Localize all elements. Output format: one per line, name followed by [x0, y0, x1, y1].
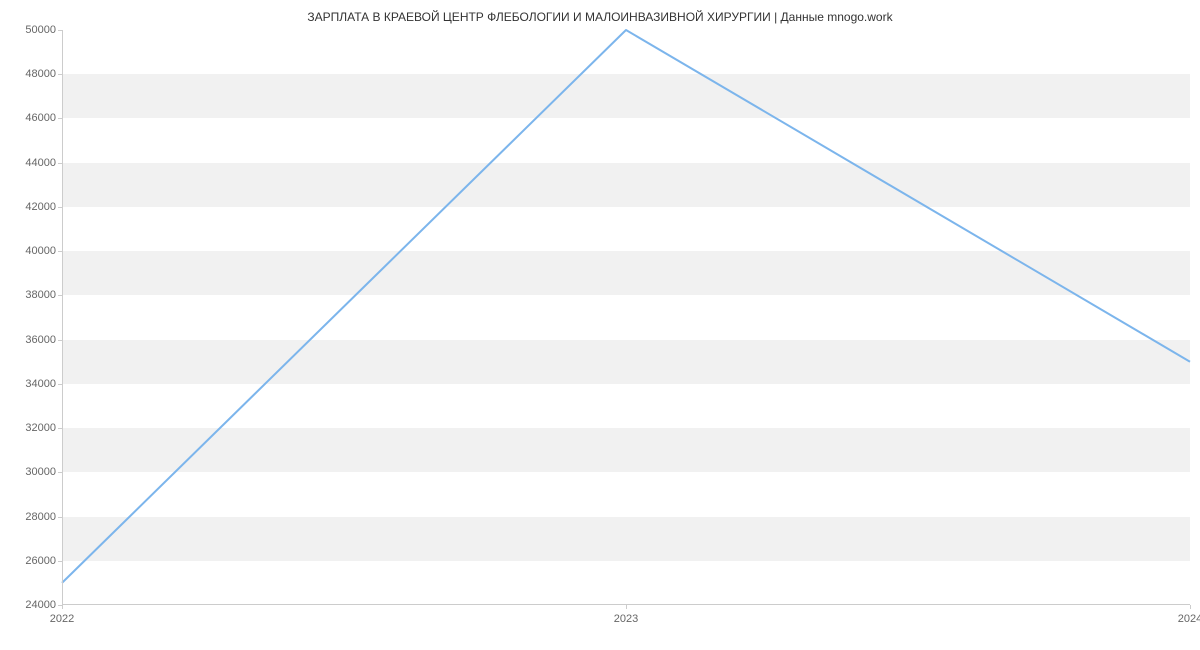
y-tick-label: 28000: [25, 511, 62, 523]
y-tick-label: 36000: [25, 334, 62, 346]
plot-area: 2400026000280003000032000340003600038000…: [62, 30, 1190, 605]
y-tick-label: 40000: [25, 245, 62, 257]
y-tick-label: 32000: [25, 422, 62, 434]
y-tick-label: 48000: [25, 68, 62, 80]
y-tick-label: 26000: [25, 555, 62, 567]
line-series: [62, 30, 1190, 605]
y-tick-label: 46000: [25, 112, 62, 124]
y-tick-mark: [58, 340, 62, 341]
y-tick-label: 34000: [25, 378, 62, 390]
y-tick-label: 50000: [25, 24, 62, 36]
y-tick-mark: [58, 163, 62, 164]
y-tick-mark: [58, 118, 62, 119]
chart-title: ЗАРПЛАТА В КРАЕВОЙ ЦЕНТР ФЛЕБОЛОГИИ И МА…: [0, 10, 1200, 24]
y-tick-mark: [58, 472, 62, 473]
y-tick-mark: [58, 30, 62, 31]
series-line: [62, 30, 1190, 583]
y-tick-mark: [58, 207, 62, 208]
y-tick-mark: [58, 295, 62, 296]
y-tick-mark: [58, 384, 62, 385]
salary-line-chart: ЗАРПЛАТА В КРАЕВОЙ ЦЕНТР ФЛЕБОЛОГИИ И МА…: [0, 0, 1200, 650]
x-tick-label: 2024: [1178, 605, 1200, 625]
y-tick-mark: [58, 428, 62, 429]
x-tick-mark: [62, 605, 63, 609]
x-tick-mark: [626, 605, 627, 609]
y-axis-line: [62, 30, 63, 605]
y-tick-label: 44000: [25, 157, 62, 169]
y-tick-mark: [58, 74, 62, 75]
y-tick-label: 38000: [25, 289, 62, 301]
y-tick-label: 42000: [25, 201, 62, 213]
x-tick-mark: [1190, 605, 1191, 609]
y-tick-mark: [58, 517, 62, 518]
y-tick-label: 30000: [25, 466, 62, 478]
y-tick-mark: [58, 251, 62, 252]
y-tick-mark: [58, 561, 62, 562]
